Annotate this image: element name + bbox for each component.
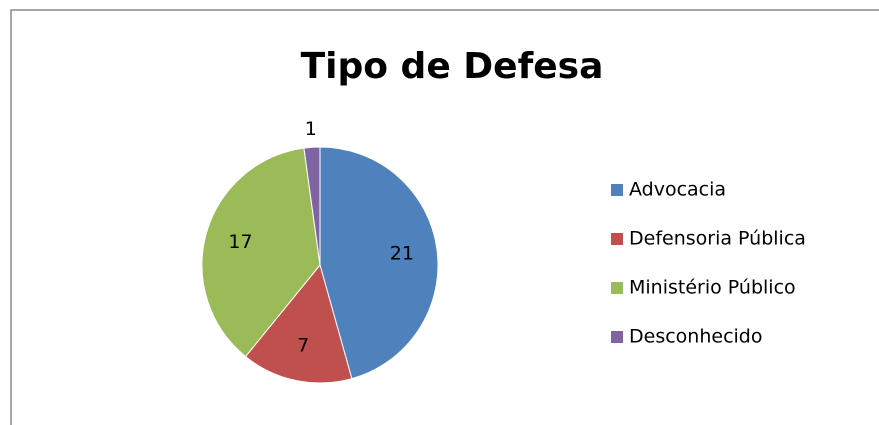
- legend-label: Ministério Público: [629, 277, 796, 299]
- data-label: 21: [390, 242, 414, 264]
- data-label: 7: [297, 334, 309, 356]
- chart-title: Tipo de Defesa: [301, 46, 604, 87]
- pie-slice: [319, 146, 439, 380]
- legend-label: Defensoria Pública: [629, 228, 806, 250]
- chart-frame: [10, 9, 879, 425]
- data-label: 1: [305, 118, 317, 140]
- pie-slice: [303, 146, 321, 266]
- legend-swatch: [611, 184, 623, 196]
- legend-label: Desconhecido: [629, 326, 762, 348]
- data-label: 17: [228, 231, 252, 253]
- pie-slice: [244, 263, 353, 384]
- legend-swatch: [611, 233, 623, 245]
- legend-label: Advocacia: [629, 179, 726, 201]
- pie-slice: [201, 147, 321, 358]
- legend-swatch: [611, 331, 623, 343]
- legend-swatch: [611, 282, 623, 294]
